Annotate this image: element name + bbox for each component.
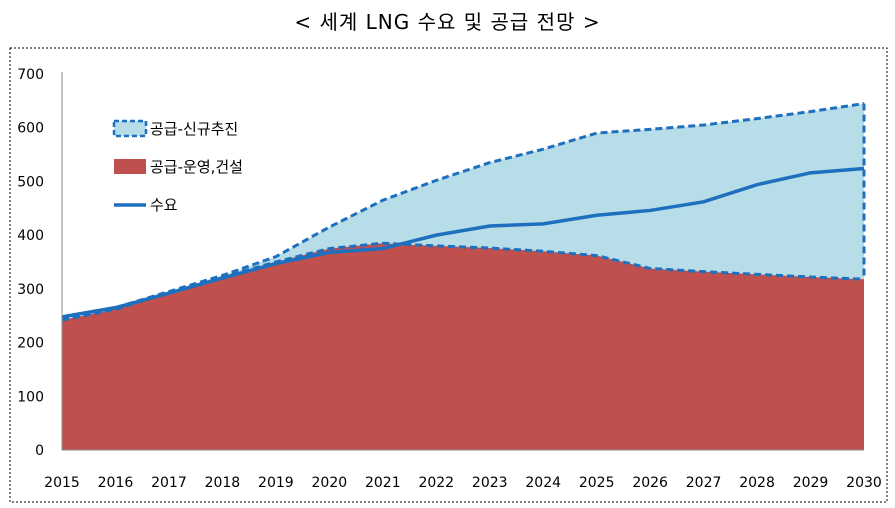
legend-swatch-supply-new (112, 119, 148, 138)
y-tick-label: 200 (17, 336, 44, 352)
x-tick-label: 2019 (258, 475, 294, 491)
y-tick-label: 300 (17, 282, 44, 298)
axes: 0 100 200 300 400 500 600 700 2015 2016 2017 2018 20… (17, 67, 882, 491)
x-tick-label: 2018 (205, 475, 241, 491)
x-tick-label: 2027 (686, 475, 722, 491)
legend-swatch-supply-operating (114, 159, 146, 174)
x-tick-label: 2024 (525, 475, 561, 491)
y-tick-label: 500 (17, 174, 44, 190)
x-tick-label: 2028 (739, 475, 775, 491)
plot-area (61, 102, 866, 451)
y-tick-label: 600 (17, 121, 44, 137)
y-tick-label: 400 (17, 228, 44, 244)
legend-label-demand: 수요 (150, 196, 178, 214)
x-tick-label: 2026 (632, 475, 668, 491)
x-tick-label: 2016 (98, 475, 134, 491)
x-tick-label: 2023 (472, 475, 508, 491)
y-tick-label: 0 (35, 443, 44, 459)
legend-label-supply-new: 공급-신규추진 (150, 120, 238, 138)
x-tick-label: 2020 (312, 475, 348, 491)
legend-label-supply-operating: 공급-운영,건설 (150, 158, 243, 176)
x-tick-label: 2029 (793, 475, 829, 491)
x-tick-label: 2015 (44, 475, 80, 491)
x-tick-label: 2022 (418, 475, 454, 491)
chart-title: < 세계 LNG 수요 및 공급 전망 > (294, 10, 601, 34)
y-tick-label: 100 (17, 389, 44, 405)
x-tick-label: 2025 (579, 475, 615, 491)
y-tick-label: 700 (17, 67, 44, 83)
x-tick-label: 2021 (365, 475, 401, 491)
x-tick-label: 2017 (151, 475, 187, 491)
line-demand (61, 166, 865, 319)
x-tick-label: 2030 (846, 475, 882, 491)
area-supply-operating (62, 243, 864, 450)
